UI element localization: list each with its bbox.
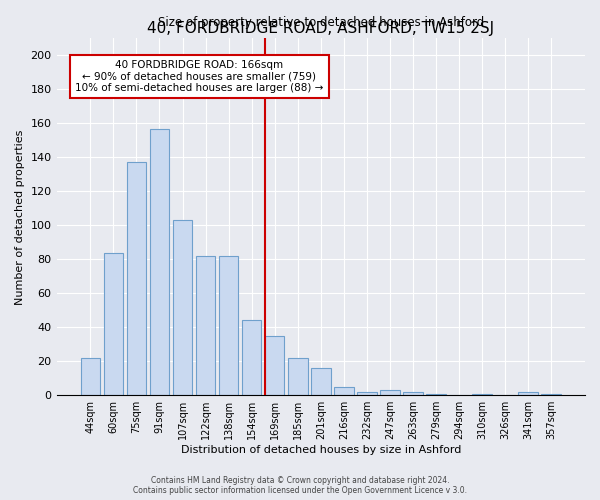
Bar [403,392,423,395]
Bar [173,220,193,395]
Bar [518,392,538,395]
Bar [242,320,262,395]
Y-axis label: Number of detached properties: Number of detached properties [15,129,25,304]
Bar [472,394,492,395]
Bar [311,368,331,395]
Title: 40, FORDBRIDGE ROAD, ASHFORD, TW15 2SJ: 40, FORDBRIDGE ROAD, ASHFORD, TW15 2SJ [147,21,494,36]
Bar [334,386,353,395]
Bar [265,336,284,395]
Bar [80,358,100,395]
Bar [380,390,400,395]
Bar [357,392,377,395]
X-axis label: Distribution of detached houses by size in Ashford: Distribution of detached houses by size … [181,445,461,455]
Bar [541,394,561,395]
Bar [219,256,238,395]
Bar [196,256,215,395]
Bar [426,394,446,395]
Bar [288,358,308,395]
Bar [104,252,123,395]
Text: Contains HM Land Registry data © Crown copyright and database right 2024.
Contai: Contains HM Land Registry data © Crown c… [133,476,467,495]
Bar [149,128,169,395]
Bar [127,162,146,395]
Text: 40 FORDBRIDGE ROAD: 166sqm
← 90% of detached houses are smaller (759)
10% of sem: 40 FORDBRIDGE ROAD: 166sqm ← 90% of deta… [75,60,323,93]
Text: Size of property relative to detached houses in Ashford: Size of property relative to detached ho… [158,16,484,29]
